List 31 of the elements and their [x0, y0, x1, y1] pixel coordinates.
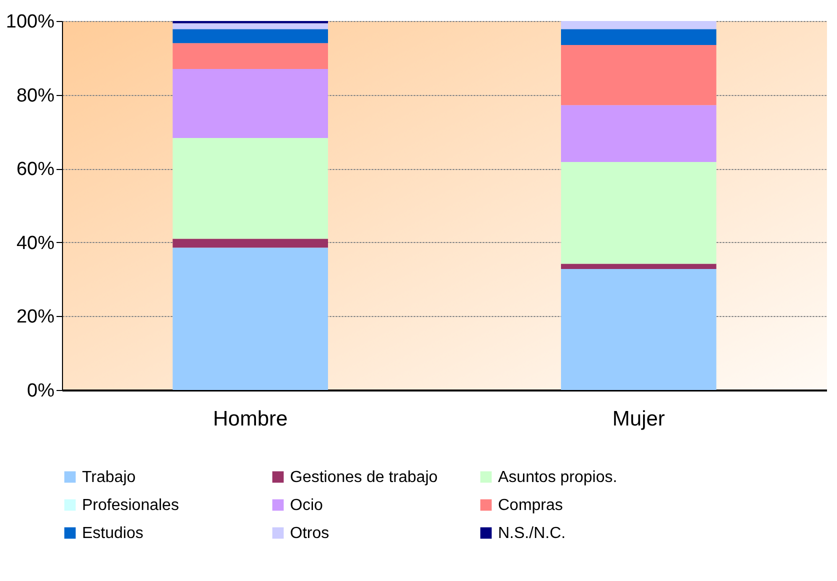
legend-label: Estudios — [82, 525, 144, 542]
bar — [172, 29, 328, 44]
y-tick-label: 60% — [16, 159, 55, 180]
legend-label: Gestiones de trabajo — [290, 469, 438, 486]
bar — [172, 68, 328, 138]
bar — [172, 238, 328, 248]
bar — [560, 268, 716, 390]
bar — [172, 23, 328, 30]
y-tick-label: 100% — [6, 12, 55, 32]
bar — [560, 264, 716, 269]
legend-label: Otros — [290, 525, 330, 542]
bar — [560, 21, 716, 30]
x-tick-label: Hombre — [212, 408, 288, 430]
bar — [560, 29, 716, 45]
legend-label: Asuntos propios. — [498, 469, 618, 486]
bar — [560, 44, 716, 106]
bar — [172, 248, 328, 390]
bar — [560, 105, 716, 162]
y-tick-label: 0% — [27, 380, 55, 402]
legend-label: Compras — [498, 497, 563, 514]
bar — [172, 138, 328, 239]
y-tick-label: 80% — [16, 85, 55, 106]
legend-label: Ocio — [290, 497, 323, 514]
x-tick-label: Mujer — [612, 408, 665, 430]
legend-label: Trabajo — [82, 469, 136, 486]
legend-label: Profesionales — [82, 497, 179, 514]
y-tick-label: 40% — [16, 232, 55, 254]
y-tick-label: 20% — [16, 306, 55, 328]
bar — [172, 43, 328, 69]
legend-label: N.S./N.C. — [498, 525, 566, 542]
bar — [560, 162, 716, 264]
